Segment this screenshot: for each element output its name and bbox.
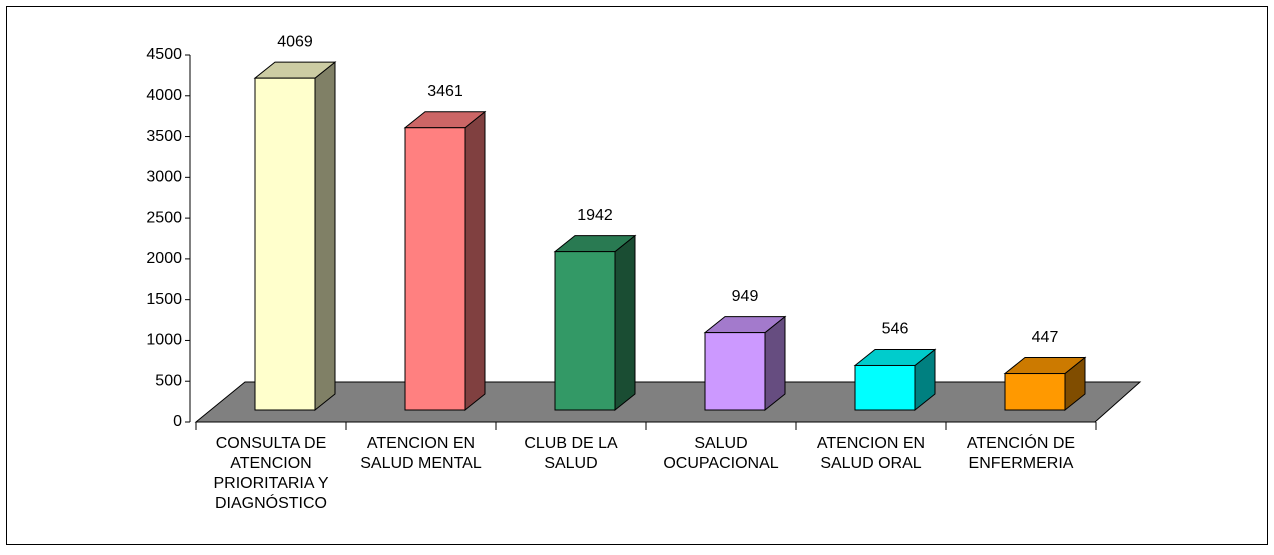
floor bbox=[194, 381, 1142, 423]
y-tick-label: 1500 bbox=[146, 291, 182, 308]
bar bbox=[253, 61, 337, 412]
y-tick-label: 1000 bbox=[146, 332, 182, 349]
x-tick-label-line: DIAGNÓSTICO bbox=[215, 493, 327, 512]
bar bbox=[853, 348, 937, 412]
x-tick-label: CLUB DE LA SALUD bbox=[524, 435, 618, 472]
x-tick-label-line: CONSULTA DE bbox=[216, 435, 327, 452]
bar-front bbox=[254, 77, 316, 411]
x-tick-label-line: SALUD MENTAL bbox=[360, 455, 482, 472]
bar-front bbox=[704, 332, 766, 411]
bar bbox=[553, 234, 637, 412]
x-tick-label-line: OCUPACIONAL bbox=[663, 455, 778, 472]
value-label: 546 bbox=[882, 321, 909, 338]
x-tick-label-line: ATENCION bbox=[230, 455, 311, 472]
x-tick-label-line: ATENCIÓN DE bbox=[967, 433, 1075, 452]
value-label: 1942 bbox=[577, 207, 613, 224]
bar-side bbox=[614, 234, 636, 412]
x-tick-label-line: ATENCION EN bbox=[817, 435, 925, 452]
bar bbox=[1003, 356, 1087, 412]
x-tick-label: CONSULTA DE ATENCION PRIORITARIA Y DIAGNÓST… bbox=[214, 435, 329, 512]
value-label: 447 bbox=[1032, 329, 1059, 346]
x-tick-label-line: SALUD ORAL bbox=[820, 455, 921, 472]
value-label: 949 bbox=[732, 288, 759, 305]
bar-front bbox=[854, 364, 916, 411]
bar-front bbox=[554, 251, 616, 411]
y-tick-label: 3000 bbox=[146, 169, 182, 186]
x-tick-label-line: CLUB DE LA bbox=[524, 435, 618, 452]
y-tick-label: 500 bbox=[155, 372, 182, 389]
bar-front bbox=[1004, 373, 1066, 411]
value-label: 3461 bbox=[427, 83, 463, 100]
x-tick-label: ATENCIÓN DE ENFERMERIA bbox=[967, 433, 1075, 472]
x-tick-label-line: SALUD bbox=[544, 455, 597, 472]
chart-frame bbox=[6, 6, 1268, 545]
y-tick-label: 3500 bbox=[146, 128, 182, 145]
bar bbox=[703, 315, 787, 412]
bar-side bbox=[464, 110, 486, 412]
x-tick-label-line: ENFERMERIA bbox=[969, 455, 1074, 472]
x-tick-label: ATENCION EN SALUD MENTAL bbox=[360, 435, 482, 472]
x-tick-label-line: ATENCION EN bbox=[367, 435, 475, 452]
bar bbox=[403, 110, 487, 412]
y-tick-label: 2500 bbox=[146, 209, 182, 226]
x-tick-label: SALUD OCUPACIONAL bbox=[663, 435, 778, 472]
bar-front bbox=[404, 127, 466, 411]
x-tick-label: ATENCION EN SALUD ORAL bbox=[817, 435, 925, 472]
bar-side bbox=[314, 61, 336, 412]
y-tick-label: 4000 bbox=[146, 87, 182, 104]
y-tick-label: 4500 bbox=[146, 46, 182, 63]
value-label: 4069 bbox=[277, 33, 313, 50]
x-tick-label-line: SALUD bbox=[694, 435, 747, 452]
x-tick-label-line: PRIORITARIA Y bbox=[214, 475, 329, 492]
y-tick-label: 0 bbox=[173, 413, 182, 430]
y-tick-label: 2000 bbox=[146, 250, 182, 267]
